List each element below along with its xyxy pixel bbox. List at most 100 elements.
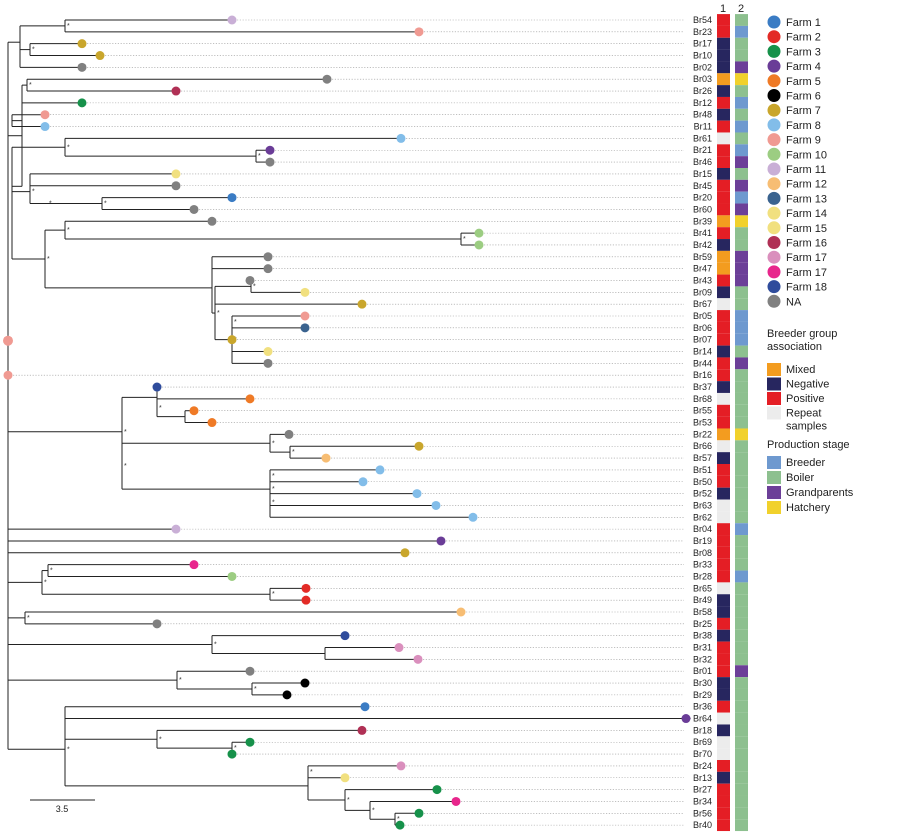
leaf-dot-br04 [171, 524, 181, 534]
bootstrap-mark: * [179, 677, 182, 684]
group-cell [717, 653, 730, 666]
legend-farm-label: Farm 6 [786, 91, 821, 103]
bootstrap-mark: * [50, 568, 53, 575]
stage-cell [735, 807, 748, 820]
stage-cell [735, 96, 748, 109]
bootstrap-mark: * [272, 440, 275, 447]
bootstrap-mark: * [67, 227, 70, 234]
group-cell [717, 606, 730, 618]
leaf-dot-br36 [360, 702, 370, 712]
leaf-dot-br49 [301, 595, 311, 605]
leaf-label-br04: Br04 [693, 524, 712, 534]
group-cell [717, 677, 730, 689]
stage-cell [735, 61, 748, 74]
stage-cell [735, 416, 748, 429]
stage-cell [735, 760, 748, 772]
group-cell [717, 535, 730, 547]
leaf-label-br13: Br13 [693, 773, 712, 783]
group-cell [717, 286, 730, 299]
leaf-dot-br24 [396, 761, 406, 771]
leaf-dot-br07 [227, 335, 237, 345]
leaf-label-br25: Br25 [693, 619, 712, 629]
leaf-dot-br22 [284, 429, 294, 439]
bootstrap-mark: * [67, 23, 70, 30]
legend-farm-label: Farm 11 [786, 164, 826, 176]
leaf-label-br38: Br38 [693, 631, 712, 641]
stage-cell [735, 156, 748, 168]
stage-cell [735, 475, 748, 488]
leaf-label-br41: Br41 [693, 228, 712, 238]
group-cell [717, 475, 730, 488]
leaf-label-br21: Br21 [693, 145, 712, 155]
leaf-dot-br26 [171, 86, 181, 96]
group-cell [717, 452, 730, 464]
group-cell [717, 156, 730, 168]
leaf-dot-br40 [395, 820, 405, 830]
leaf-dot-br12 [77, 98, 87, 108]
group-cell [717, 250, 730, 263]
leaf-label-br34: Br34 [693, 796, 712, 806]
leaf-label-br16: Br16 [693, 370, 712, 380]
leaf-label-br18: Br18 [693, 725, 712, 735]
bootstrap-mark: * [234, 745, 237, 752]
legend-farm-label: Farm 18 [786, 282, 827, 294]
leaf-dot-br68 [245, 394, 255, 404]
stage-cell [735, 629, 748, 642]
group-cell [717, 736, 730, 749]
stage-cell [735, 37, 748, 50]
legend-group-label: Positive [786, 393, 825, 405]
bootstrap-mark: * [347, 797, 350, 804]
leaf-label-br37: Br37 [693, 382, 712, 392]
legend-breeder-title: association [767, 341, 822, 353]
group-cell [717, 108, 730, 121]
legend-farm-dot [767, 177, 781, 191]
leaf-label-br01: Br01 [693, 666, 712, 676]
leaf-label-br62: Br62 [693, 512, 712, 522]
leaf-label-br24: Br24 [693, 761, 712, 771]
leaf-label-br31: Br31 [693, 643, 712, 653]
leaf-dot-br53 [207, 418, 217, 428]
group-cell [717, 274, 730, 287]
stage-cell [735, 736, 748, 749]
leaf-label-br33: Br33 [693, 560, 712, 570]
leaf-dot-br18 [357, 725, 367, 735]
legend-farm-dot [767, 206, 781, 220]
tree-branches: ************************************* [7, 19, 691, 826]
group-cell [717, 215, 730, 228]
group-cell [717, 499, 730, 512]
group-cell [717, 617, 730, 630]
leaf-dot-br61 [396, 133, 406, 143]
stage-cell [735, 392, 748, 405]
bootstrap-mark: * [272, 473, 275, 480]
leaf-label-br42: Br42 [693, 240, 712, 250]
leaf-dot-br08 [400, 548, 410, 558]
legend-farm-label: Farm 5 [786, 76, 821, 88]
stage-cell [735, 191, 748, 204]
leaf-dot-br15 [171, 169, 181, 179]
group-cell [717, 144, 730, 157]
leaf-label-br58: Br58 [693, 607, 712, 617]
leaf-dot-br28 [227, 571, 237, 581]
legend-farm-dot [767, 221, 781, 235]
legend-farm-dot [767, 280, 781, 294]
stage-cell [735, 464, 748, 476]
leaf-dot-br16 [3, 370, 13, 380]
bootstrap-mark: * [310, 769, 313, 776]
leaf-dot-br03 [322, 74, 332, 84]
leaf-label-br65: Br65 [693, 583, 712, 593]
leaf-dot-br51 [375, 465, 385, 475]
stage-cell [735, 688, 748, 701]
legend-farm-dot [767, 118, 781, 132]
leaf-label-br50: Br50 [693, 477, 712, 487]
leaf-label-br32: Br32 [693, 654, 712, 664]
stage-cell [735, 535, 748, 547]
leaf-dot-br17 [77, 39, 87, 49]
leaf-dot-br42 [474, 240, 484, 250]
group-cell [717, 771, 730, 784]
legend-farm-label: Farm 12 [786, 179, 827, 191]
leaf-label-br44: Br44 [693, 358, 712, 368]
group-cell [717, 487, 730, 500]
column-header-2: 2 [738, 3, 744, 15]
leaf-label-br67: Br67 [693, 299, 712, 309]
